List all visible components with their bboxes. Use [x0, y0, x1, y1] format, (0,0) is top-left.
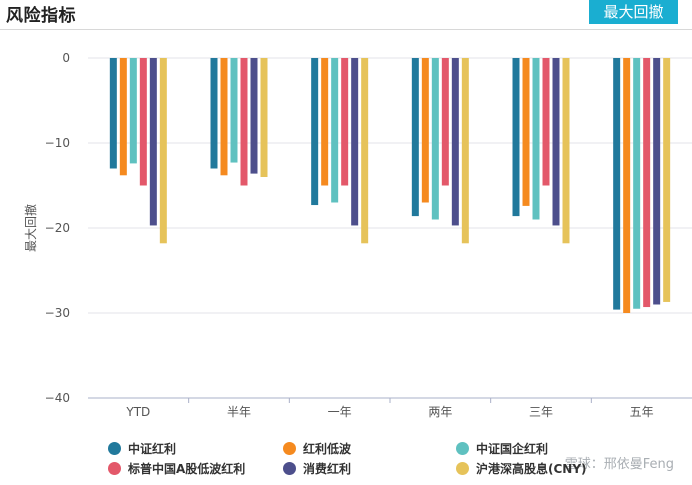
legend-item[interactable]: 标普中国A股低波红利: [108, 458, 245, 478]
bar: [149, 58, 157, 226]
bar: [341, 58, 349, 186]
y-tick-label: 0: [62, 51, 70, 65]
max-drawdown-button[interactable]: 最大回撤: [589, 0, 678, 24]
y-axis-title: 最大回撤: [23, 204, 38, 252]
bar: [441, 58, 449, 186]
bar: [461, 58, 469, 244]
bar: [220, 58, 228, 176]
bar: [653, 58, 661, 305]
bar: [240, 58, 248, 186]
legend-color-swatch: [283, 461, 296, 475]
bar: [411, 58, 419, 217]
bar: [250, 58, 258, 174]
legend-label: 消费红利: [303, 461, 352, 476]
legend-color-swatch: [456, 461, 469, 475]
legend-color-swatch: [283, 441, 296, 455]
legend-item[interactable]: 中证国企红利: [456, 438, 548, 458]
bar: [210, 58, 218, 169]
bar: [542, 58, 550, 186]
bar: [321, 58, 329, 186]
bar: [139, 58, 147, 186]
page-title: 风险指标: [6, 6, 76, 26]
legend-item[interactable]: 中证红利: [108, 438, 176, 458]
bar: [451, 58, 459, 226]
bar: [421, 58, 429, 203]
legend-item[interactable]: 消费红利: [283, 458, 351, 478]
header-divider: [0, 29, 692, 30]
header: 风险指标 最大回撤: [0, 0, 692, 30]
bar: [311, 58, 319, 206]
x-tick-label: 半年: [227, 405, 251, 419]
x-tick-label: 两年: [428, 405, 452, 419]
bar: [431, 58, 439, 220]
bar: [512, 58, 520, 217]
y-tick-label: −10: [45, 136, 70, 150]
legend-item[interactable]: 沪港深高股息(CNY): [456, 458, 587, 478]
x-tick-label: 三年: [529, 405, 553, 419]
bar: [643, 58, 651, 308]
legend-label: 中证红利: [128, 441, 177, 456]
bar: [351, 58, 359, 226]
legend-color-swatch: [108, 441, 121, 455]
bar: [129, 58, 137, 164]
bar: [119, 58, 127, 176]
bar: [532, 58, 540, 220]
y-tick-label: −30: [45, 306, 70, 320]
legend-label: 中证国企红利: [476, 441, 549, 456]
bar: [260, 58, 268, 177]
x-tick-label: YTD: [125, 405, 150, 419]
bar: [109, 58, 117, 169]
bar: [159, 58, 167, 244]
bar: [331, 58, 339, 203]
x-tick-label: 一年: [328, 405, 352, 419]
bar: [230, 58, 238, 163]
legend-label: 红利低波: [303, 441, 352, 456]
bar: [633, 58, 641, 309]
bar: [623, 58, 631, 313]
bar: [361, 58, 369, 244]
bar: [663, 58, 671, 302]
y-tick-label: −40: [45, 391, 70, 405]
legend-item[interactable]: 红利低波: [283, 438, 351, 458]
y-tick-label: −20: [45, 221, 70, 235]
bar: [522, 58, 530, 206]
legend-color-swatch: [108, 461, 121, 475]
bar: [613, 58, 621, 310]
legend-label: 沪港深高股息(CNY): [476, 461, 587, 476]
legend-color-swatch: [456, 441, 469, 455]
watermark-text: 雪球：邢依曼Feng: [565, 457, 674, 472]
bar: [562, 58, 570, 244]
legend-label: 标普中国A股低波红利: [128, 461, 246, 476]
bar: [552, 58, 560, 226]
x-tick-label: 五年: [630, 405, 654, 419]
